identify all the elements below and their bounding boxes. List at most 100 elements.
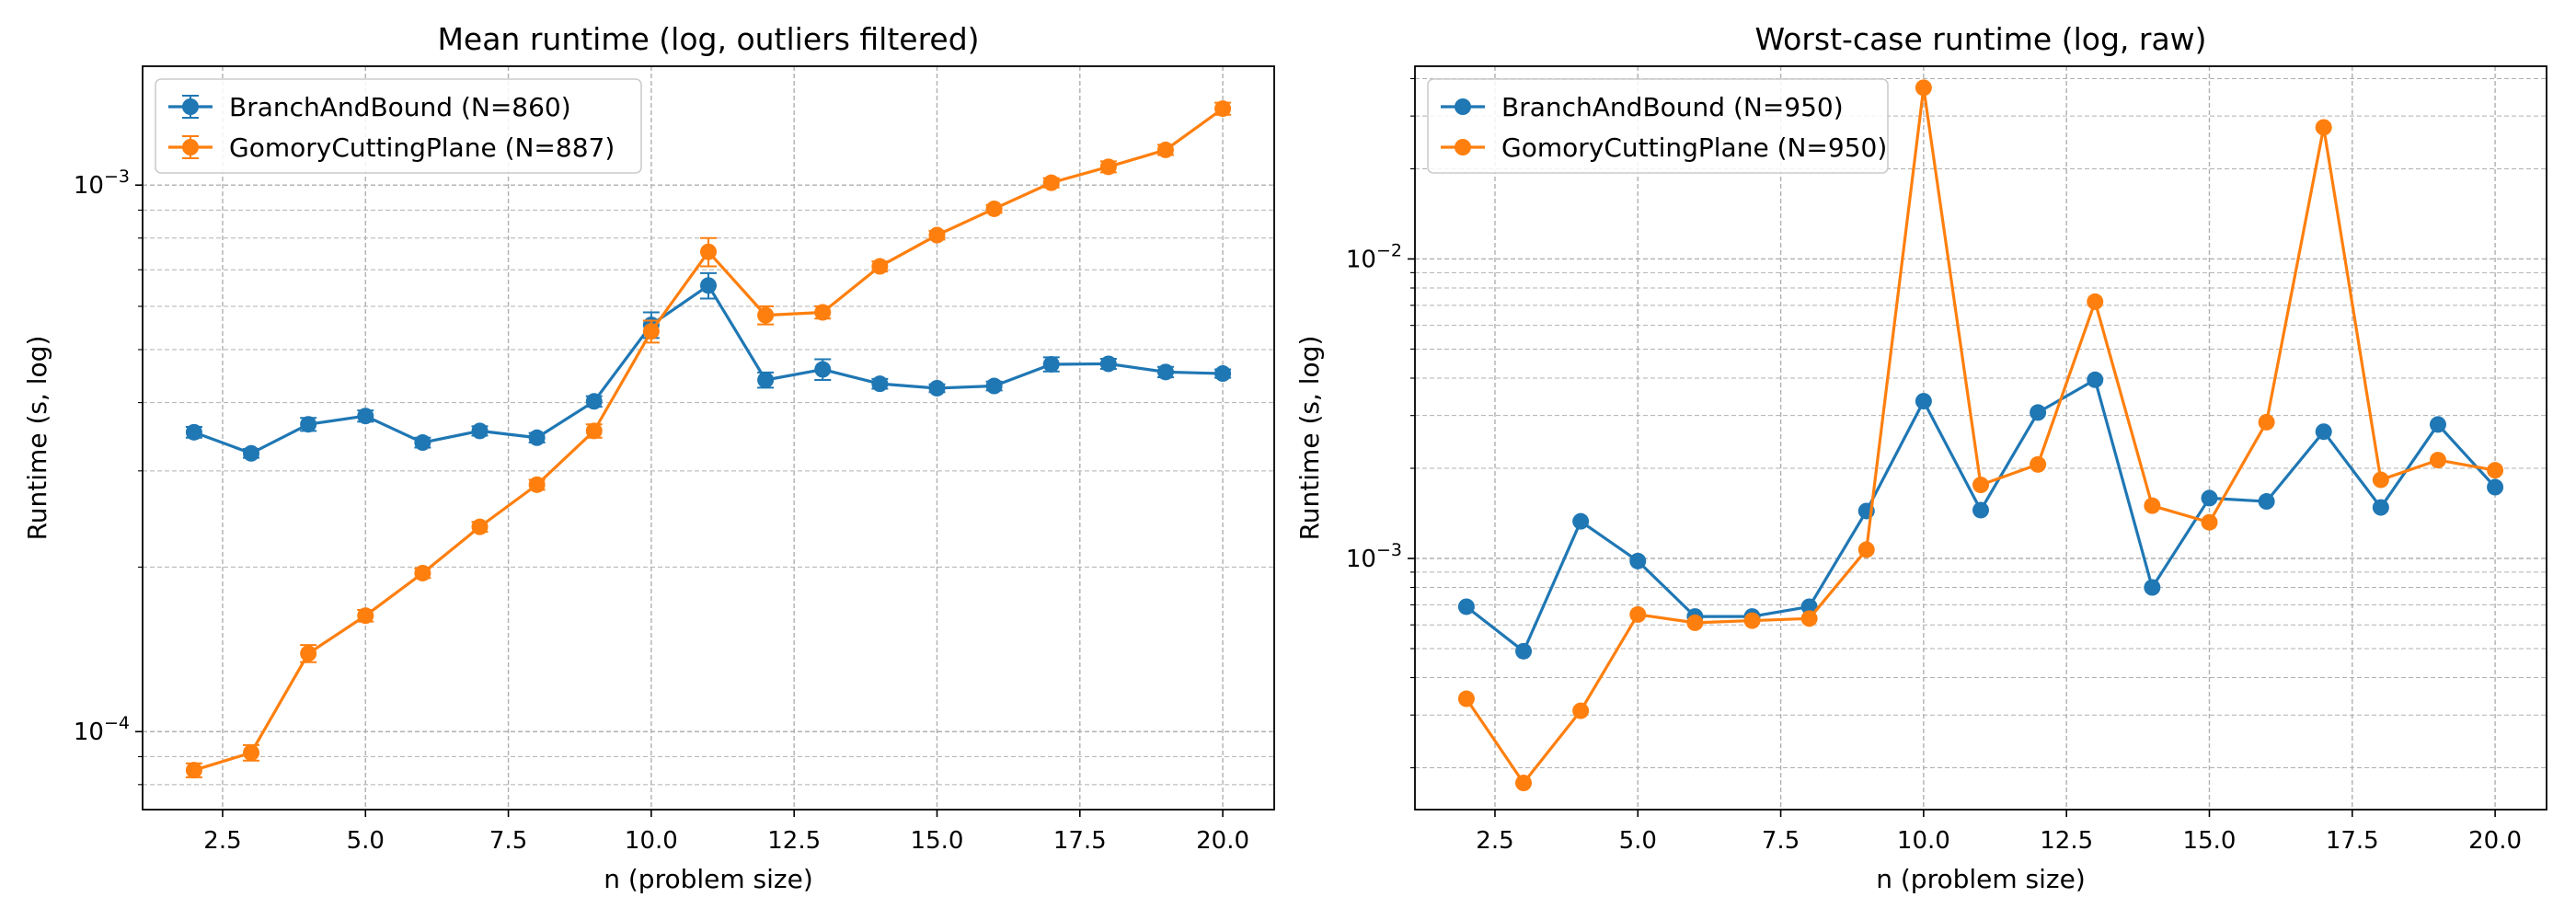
chart0-point	[985, 200, 1003, 217]
chart0-point	[814, 304, 832, 321]
chart0-grid	[143, 66, 1274, 810]
chart0-point	[1214, 365, 1232, 383]
chart0-point	[1042, 355, 1060, 373]
chart0-point	[1156, 363, 1174, 381]
chart0-point	[1214, 100, 1232, 118]
chart1-point	[2429, 416, 2446, 433]
chart1-point	[1515, 775, 1533, 792]
chart0-legend-handle-0	[168, 95, 213, 119]
chart0-point	[243, 744, 260, 762]
chart1-point	[2144, 579, 2161, 596]
chart1-xlabel: n (problem size)	[1876, 864, 2086, 894]
chart0-point	[185, 762, 202, 779]
chart1-legend-label-1: GomoryCuttingPlane (N=950)	[1501, 132, 1887, 163]
chart1-xtick-label: 7.5	[1762, 827, 1800, 855]
chart1-grid	[1415, 66, 2547, 810]
chart0-point	[814, 361, 832, 378]
chart1-point	[1515, 642, 1533, 660]
chart1-point	[1457, 598, 1475, 615]
chart0-legend-label-0: BranchAndBound (N=860)	[229, 92, 571, 122]
chart1-point	[2372, 499, 2389, 516]
chart0-point	[928, 379, 946, 397]
chart0-point	[757, 372, 775, 389]
chart1-point	[1857, 541, 1875, 558]
chart1-ytick-label: 10−3	[1346, 540, 1402, 573]
chart1-point	[2258, 493, 2275, 511]
chart1-point	[2372, 471, 2389, 489]
chart0-point	[1156, 141, 1174, 158]
chart1-xtick-label: 5.0	[1619, 827, 1657, 855]
panel-mean-runtime: 2.5 5.0 7.5 10.0 12.5 15.0 17.5 20.0 10−4 10−3 Mea…	[22, 21, 1275, 894]
chart0-point	[471, 518, 489, 535]
chart1-point	[1629, 552, 1647, 569]
chart0-point	[185, 423, 202, 441]
chart0-xtick-label: 12.5	[767, 827, 821, 855]
chart0-line-1	[193, 107, 1225, 772]
chart0-ytick-label: 10−4	[74, 713, 130, 746]
chart0-xtick-label: 2.5	[203, 827, 241, 855]
chart0-point	[871, 375, 889, 393]
chart1-xtick-label: 10.0	[1897, 827, 1950, 855]
chart0-point	[700, 243, 717, 260]
chart0-line-0	[193, 283, 1224, 455]
chart1-point	[1972, 501, 1989, 519]
chart0-point	[357, 607, 374, 625]
chart0-title: Mean runtime (log, outliers filtered)	[437, 21, 979, 57]
chart1-xtick-label: 12.5	[2040, 827, 2093, 855]
chart0-point	[585, 393, 603, 410]
chart0-point	[871, 258, 889, 275]
chart0-xtick-label: 7.5	[489, 827, 527, 855]
chart0-point	[1042, 174, 1060, 191]
chart1-point	[1572, 702, 1590, 719]
chart0-legend-frame	[155, 78, 642, 174]
chart0-xtick-label: 20.0	[1196, 827, 1249, 855]
chart1-point	[1743, 612, 1761, 629]
chart0-xtick-label: 17.5	[1053, 827, 1107, 855]
chart0-ylabel: Runtime (s, log)	[22, 336, 52, 541]
chart0-series-1	[185, 100, 1232, 779]
chart1-point	[2258, 413, 2275, 431]
chart0-xtick-label: 10.0	[625, 827, 678, 855]
chart0-point	[585, 422, 603, 440]
chart1-title: Worst-case runtime (log, raw)	[1754, 21, 2206, 57]
chart0-point	[1099, 355, 1117, 373]
chart0-point	[300, 416, 317, 433]
chart1-legend-frame	[1427, 78, 1889, 174]
chart0-point	[414, 564, 431, 581]
chart0-point	[471, 422, 489, 440]
chart0-point	[300, 645, 317, 662]
chart0-legend: BranchAndBound (N=860) GomoryCuttingPlane…	[155, 78, 642, 174]
chart1-point	[1457, 690, 1475, 707]
chart0-point	[357, 408, 374, 425]
chart1-point	[2030, 404, 2047, 421]
chart0-frame	[142, 65, 1275, 811]
chart1-xtick-label: 2.5	[1476, 827, 1513, 855]
chart1-xtick-label: 17.5	[2326, 827, 2379, 855]
chart1-point	[2030, 455, 2047, 473]
chart0-legend-label-1: GomoryCuttingPlane (N=887)	[229, 132, 615, 163]
chart0-point	[757, 306, 775, 324]
chart1-legend-label-0: BranchAndBound (N=950)	[1501, 92, 1844, 122]
chart1-point	[1800, 610, 1818, 627]
chart0-point	[1099, 158, 1117, 176]
chart1-line-1	[1465, 86, 2496, 785]
chart1-point	[2487, 478, 2504, 496]
chart0-point	[243, 444, 260, 462]
chart1-point	[1972, 477, 1989, 494]
chart0-xtick-label: 5.0	[347, 827, 385, 855]
chart1-point	[2429, 452, 2446, 469]
chart1-legend: BranchAndBound (N=950) GomoryCuttingPlane…	[1427, 78, 1889, 174]
chart0-point	[414, 434, 431, 452]
chart0-point	[528, 429, 546, 446]
chart1-point	[1800, 598, 1818, 615]
chart1-legend-handle-1	[1441, 139, 1485, 155]
chart1-point	[2201, 489, 2218, 507]
chart1-series-1	[1457, 79, 2504, 792]
chart0-point	[528, 476, 546, 493]
chart0-point	[700, 277, 717, 294]
chart1-point	[1572, 512, 1590, 530]
chart0-point	[985, 377, 1003, 395]
chart1-point	[2315, 119, 2332, 136]
chart0-xtick-label: 15.0	[911, 827, 964, 855]
